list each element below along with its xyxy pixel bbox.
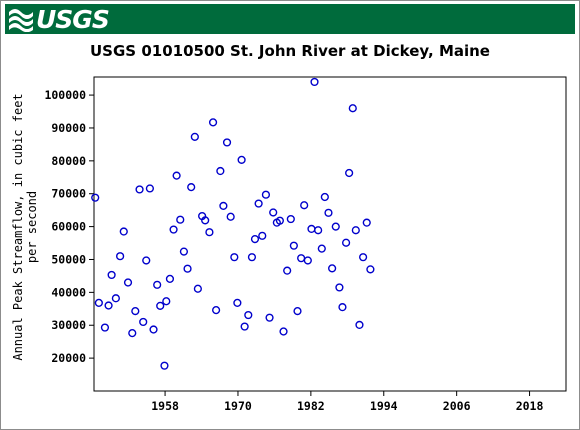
data-point bbox=[338, 303, 347, 312]
data-point bbox=[183, 264, 192, 273]
y-tick-label: 50000 bbox=[51, 252, 86, 266]
data-point bbox=[258, 231, 267, 240]
data-point bbox=[328, 264, 337, 273]
data-point bbox=[139, 317, 148, 327]
x-tick-label: 2018 bbox=[516, 399, 544, 413]
data-point bbox=[149, 325, 158, 334]
data-point bbox=[254, 199, 263, 208]
x-tick-label: 1982 bbox=[297, 399, 325, 413]
data-point bbox=[355, 320, 364, 330]
data-point bbox=[219, 201, 228, 210]
x-tick-label: 2006 bbox=[443, 399, 471, 413]
data-point bbox=[201, 216, 210, 225]
y-tick-label: 30000 bbox=[51, 318, 86, 332]
data-point bbox=[123, 278, 133, 287]
data-point bbox=[293, 307, 302, 316]
data-point bbox=[135, 185, 144, 194]
data-point bbox=[172, 171, 181, 180]
data-point bbox=[169, 225, 178, 234]
data-point bbox=[324, 208, 333, 217]
data-point bbox=[156, 301, 165, 310]
data-point bbox=[303, 256, 312, 265]
data-point bbox=[226, 212, 235, 221]
data-point bbox=[279, 327, 288, 336]
usgs-logo-text: USGS bbox=[36, 4, 110, 34]
data-point bbox=[362, 218, 371, 227]
y-tick-label: 100000 bbox=[44, 88, 86, 102]
data-point bbox=[320, 192, 329, 202]
plot-area-border bbox=[93, 76, 567, 392]
data-point bbox=[222, 138, 232, 147]
chart-title: USGS 01010500 St. John River at Dickey, … bbox=[90, 42, 490, 60]
data-point bbox=[335, 283, 344, 292]
data-point bbox=[300, 201, 309, 210]
usgs-wave-icon bbox=[9, 9, 33, 32]
data-point bbox=[190, 132, 199, 141]
data-point bbox=[345, 168, 354, 178]
data-point bbox=[187, 183, 196, 192]
data-point bbox=[230, 253, 239, 262]
y-tick-label: 20000 bbox=[51, 351, 86, 365]
data-point bbox=[208, 118, 218, 127]
data-point bbox=[289, 241, 298, 250]
data-point bbox=[165, 274, 175, 283]
data-point bbox=[310, 77, 319, 87]
data-point bbox=[359, 253, 368, 262]
data-point bbox=[153, 280, 162, 289]
data-point bbox=[297, 254, 306, 263]
data-point bbox=[348, 104, 357, 113]
data-point bbox=[283, 266, 292, 275]
data-point bbox=[314, 226, 323, 235]
data-point bbox=[179, 247, 189, 256]
data-point bbox=[107, 270, 116, 280]
usgs-logo[interactable]: USGS bbox=[8, 4, 110, 34]
x-tick-label: 1958 bbox=[151, 399, 179, 413]
x-tick-label: 1970 bbox=[224, 399, 252, 413]
data-point bbox=[162, 297, 171, 306]
x-tick-label: 1994 bbox=[370, 399, 398, 413]
y-tick-label: 90000 bbox=[51, 121, 86, 135]
data-point bbox=[244, 310, 253, 320]
data-point bbox=[237, 155, 246, 164]
data-point bbox=[100, 323, 110, 332]
data-point bbox=[131, 307, 140, 316]
data-point bbox=[233, 298, 242, 307]
data-point bbox=[247, 253, 257, 262]
data-point bbox=[205, 228, 214, 237]
usgs-banner: USGS bbox=[5, 4, 575, 34]
data-point bbox=[128, 329, 137, 338]
data-point bbox=[116, 252, 125, 261]
data-point bbox=[176, 215, 185, 224]
data-point bbox=[275, 216, 284, 225]
data-point bbox=[91, 193, 100, 202]
data-point bbox=[261, 190, 271, 199]
data-point bbox=[193, 284, 202, 293]
data-point bbox=[265, 313, 274, 322]
data-point bbox=[269, 208, 278, 217]
data-point bbox=[212, 306, 221, 315]
data-point bbox=[250, 234, 260, 244]
y-tick-label: 70000 bbox=[51, 187, 86, 201]
data-point bbox=[366, 265, 375, 274]
y-tick-label: 40000 bbox=[51, 285, 86, 299]
data-point bbox=[317, 244, 326, 253]
data-point bbox=[142, 256, 151, 265]
data-point bbox=[104, 301, 113, 310]
data-point bbox=[119, 227, 128, 236]
data-point bbox=[341, 238, 351, 247]
data-point bbox=[331, 222, 340, 231]
data-point bbox=[160, 361, 169, 370]
data-point bbox=[145, 184, 154, 193]
data-point bbox=[240, 322, 249, 331]
data-point bbox=[111, 294, 120, 303]
data-point bbox=[286, 214, 295, 224]
y-tick-label: 80000 bbox=[51, 154, 86, 168]
y-tick-label: 60000 bbox=[51, 220, 86, 234]
data-point bbox=[94, 298, 103, 307]
data-point bbox=[307, 224, 316, 234]
data-point bbox=[351, 226, 360, 235]
data-point bbox=[216, 166, 225, 176]
